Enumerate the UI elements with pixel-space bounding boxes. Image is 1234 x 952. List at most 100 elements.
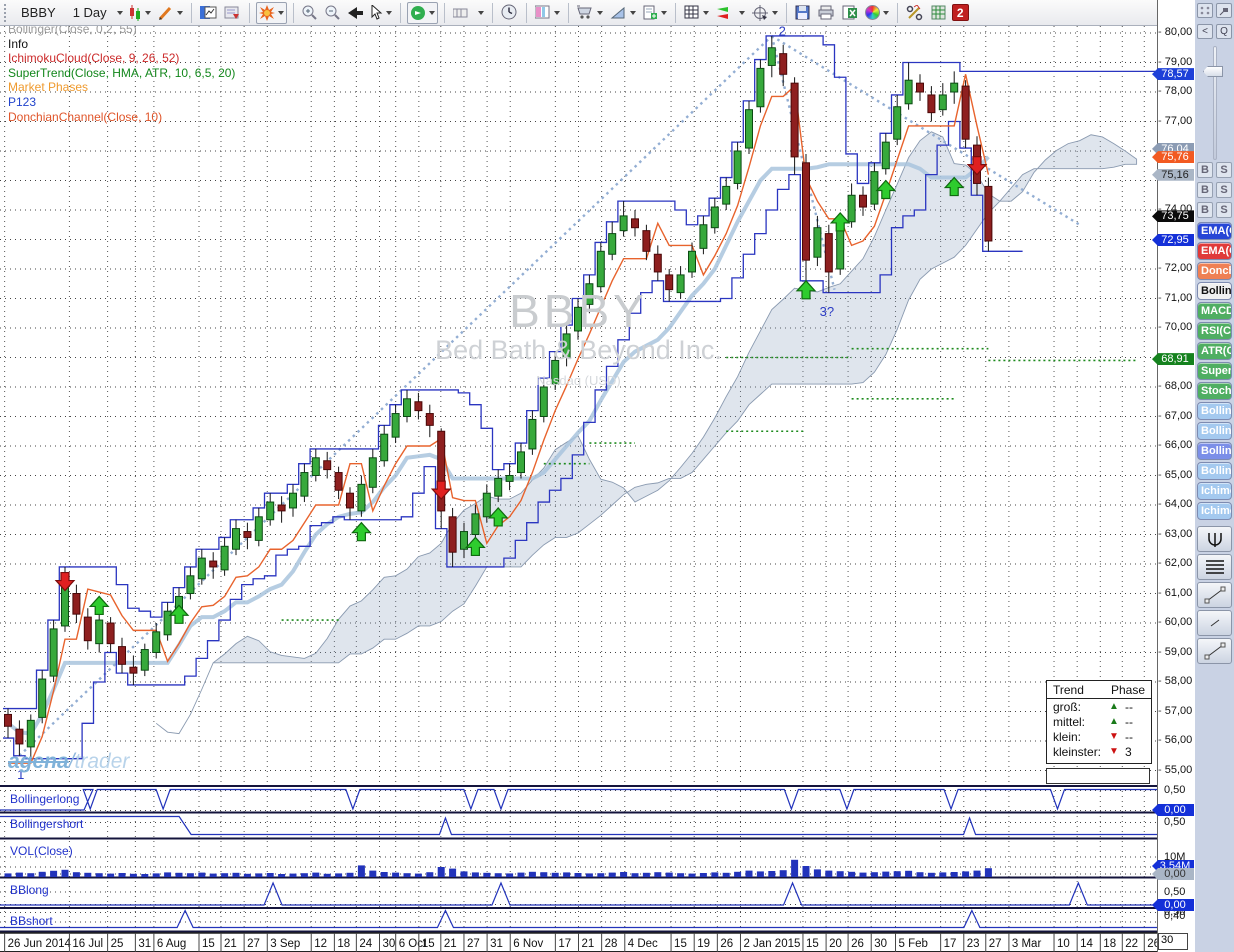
trend-down-icon: ▼ bbox=[1109, 746, 1119, 757]
grid-button[interactable] bbox=[682, 2, 711, 24]
zoom-out-button[interactable] bbox=[323, 2, 343, 24]
horizontal-lines-tool-button[interactable] bbox=[1197, 554, 1232, 580]
interval-dropdown[interactable]: 1 Day bbox=[72, 5, 107, 20]
trendline-tool-button[interactable] bbox=[1197, 582, 1232, 608]
data-series-button[interactable] bbox=[222, 2, 243, 24]
chart-area[interactable]: BBBY Bed Bath & Beyond Inc. Nasdaq (USD)… bbox=[0, 26, 1157, 952]
save-button[interactable] bbox=[793, 2, 813, 24]
pin-icon[interactable] bbox=[1216, 3, 1232, 18]
svg-text:26: 26 bbox=[851, 938, 864, 950]
svg-text:4 Dec: 4 Dec bbox=[628, 938, 658, 950]
color-settings-button[interactable] bbox=[863, 2, 891, 24]
collapse-panel-button[interactable]: < bbox=[1197, 24, 1213, 39]
indicator-button-emac-1[interactable]: EMA(C bbox=[1197, 242, 1232, 260]
export-excel-button[interactable] bbox=[840, 2, 860, 24]
svg-text:18: 18 bbox=[337, 938, 350, 950]
legend-line[interactable]: SuperTrend(Close, HMA, ATR, 10, 6,5, 20) bbox=[8, 65, 236, 80]
indicator-button-donch-2[interactable]: Donch bbox=[1197, 262, 1232, 280]
crosshair-button[interactable] bbox=[750, 2, 780, 24]
indicator-button-supert-7[interactable]: SuperT bbox=[1197, 362, 1232, 380]
share-signal-button[interactable] bbox=[406, 1, 438, 24]
price-tick: - 62,00 bbox=[1158, 557, 1193, 569]
svg-text:31: 31 bbox=[490, 938, 503, 950]
time-axis-gutter-cell: 30 bbox=[1158, 933, 1188, 950]
buy-button-2[interactable]: B bbox=[1197, 182, 1213, 198]
layout-button[interactable] bbox=[533, 2, 562, 24]
share-caret-icon bbox=[428, 10, 435, 15]
matrix-button[interactable] bbox=[929, 2, 949, 24]
legend-line[interactable]: P123 bbox=[8, 94, 37, 109]
draw-tool-caret-icon bbox=[176, 10, 183, 15]
buy-button-1[interactable]: B bbox=[1197, 162, 1213, 178]
subpanel-label[interactable]: VOL(Close) bbox=[10, 844, 73, 858]
short-line-tool-button[interactable] bbox=[1197, 610, 1232, 636]
print-button[interactable] bbox=[816, 2, 837, 24]
indicator-button-bolling-11[interactable]: Bolling bbox=[1197, 442, 1232, 460]
quote-button[interactable]: Q bbox=[1216, 24, 1232, 39]
indicator-button-rsicl-5[interactable]: RSI(Cl bbox=[1197, 322, 1232, 340]
price-chart-canvas[interactable]: 123?26 Jun 2014 16 Jul 25 31 6 Aug 15 21 27 3 Se… bbox=[0, 26, 1157, 952]
price-tick: - 77,00 bbox=[1158, 114, 1193, 127]
legend-line[interactable]: IchimokuCloud(Close, 9, 26, 52) bbox=[8, 51, 180, 66]
cursor-tool-button[interactable] bbox=[369, 2, 394, 24]
pitchfork-tool-button[interactable] bbox=[1197, 526, 1232, 552]
price-tick: - 55,00 bbox=[1158, 763, 1193, 776]
legend-line[interactable]: Market Phases bbox=[8, 80, 89, 95]
sell-button-2[interactable]: S bbox=[1216, 182, 1232, 198]
zoom-slider[interactable] bbox=[1213, 46, 1217, 160]
legend-line[interactable]: Info bbox=[8, 36, 29, 51]
indicator-button-bolling-3[interactable]: Bolling bbox=[1197, 282, 1232, 300]
toolbar-grip-handle[interactable] bbox=[4, 3, 9, 22]
indicator-button-ichimo-14[interactable]: Ichimo bbox=[1197, 502, 1232, 520]
new-document-caret-icon bbox=[660, 10, 667, 15]
svg-text:2 Jan 2015: 2 Jan 2015 bbox=[743, 938, 800, 950]
zoom-in-button[interactable] bbox=[300, 2, 320, 24]
ruler-button[interactable] bbox=[608, 2, 638, 24]
bar-settings-button[interactable] bbox=[451, 2, 486, 24]
clock-button[interactable] bbox=[499, 2, 520, 24]
interval-caret-icon[interactable] bbox=[116, 10, 123, 15]
subpanel-label[interactable]: BBshort bbox=[10, 914, 53, 928]
svg-text:3?: 3? bbox=[820, 304, 834, 319]
market-scanner-button[interactable] bbox=[575, 2, 605, 24]
trend-down-icon: ▼ bbox=[1109, 731, 1119, 742]
legend-line[interactable]: Bollinger(Close, 0,2, 55) bbox=[8, 26, 137, 36]
trend-row: kleinster: ▼ 3 bbox=[1047, 744, 1151, 759]
sell-button-3[interactable]: S bbox=[1216, 202, 1232, 218]
layout-caret-icon bbox=[553, 10, 560, 15]
price-tick: - 63,00 bbox=[1158, 527, 1193, 540]
buy-button-3[interactable]: B bbox=[1197, 202, 1213, 218]
draw-tool-button[interactable] bbox=[156, 2, 185, 24]
symbol-label[interactable]: BBBY bbox=[21, 5, 56, 20]
window-tile-icon[interactable] bbox=[1197, 3, 1213, 18]
trend-row-phase: 3 bbox=[1125, 744, 1132, 759]
svg-text:18: 18 bbox=[1103, 938, 1116, 950]
indicator-button-stocha-8[interactable]: Stocha bbox=[1197, 382, 1232, 400]
workspace-2-badge[interactable]: 2 bbox=[951, 4, 969, 21]
chart-window-button[interactable] bbox=[198, 2, 219, 24]
indicator-button-bolling-10[interactable]: Bolling bbox=[1197, 422, 1232, 440]
indicator-button-bolling-9[interactable]: Bolling bbox=[1197, 402, 1232, 420]
indicator-button-atrc-6[interactable]: ATR(C bbox=[1197, 342, 1232, 360]
alerts-button[interactable] bbox=[255, 1, 287, 24]
new-document-button[interactable] bbox=[641, 2, 669, 24]
subpanel-label[interactable]: Bollingerlong bbox=[10, 792, 80, 806]
zoom-slider-thumb[interactable] bbox=[1203, 66, 1223, 77]
sell-button-1[interactable]: S bbox=[1216, 162, 1232, 178]
commission-button[interactable] bbox=[904, 2, 926, 24]
legend-line[interactable]: DonchianChannel(Close, 10) bbox=[8, 109, 163, 124]
subpanel-label[interactable]: BBlong bbox=[10, 883, 49, 897]
price-axis[interactable]: 30 - 55,00 - 56,00 - 57,00 - 58,00 - 59,00 - … bbox=[1152, 0, 1195, 952]
trend-row-phase: -- bbox=[1125, 714, 1133, 729]
subpanel-label[interactable]: Bollingershort bbox=[10, 817, 84, 831]
chart-style-button[interactable] bbox=[126, 2, 153, 24]
back-button[interactable] bbox=[346, 2, 366, 24]
order-entry-box[interactable] bbox=[1046, 768, 1150, 784]
long-short-arrows-button[interactable] bbox=[714, 2, 747, 24]
indicator-button-bolling-12[interactable]: Bolling bbox=[1197, 462, 1232, 480]
indicator-button-macd-4[interactable]: MACD bbox=[1197, 302, 1232, 320]
indicator-button-ichimo-13[interactable]: Ichimo bbox=[1197, 482, 1232, 500]
indicator-button-emac-0[interactable]: EMA(C bbox=[1197, 222, 1232, 240]
trend-up-icon: ▲ bbox=[1109, 716, 1119, 727]
ray-tool-button[interactable] bbox=[1197, 638, 1232, 664]
